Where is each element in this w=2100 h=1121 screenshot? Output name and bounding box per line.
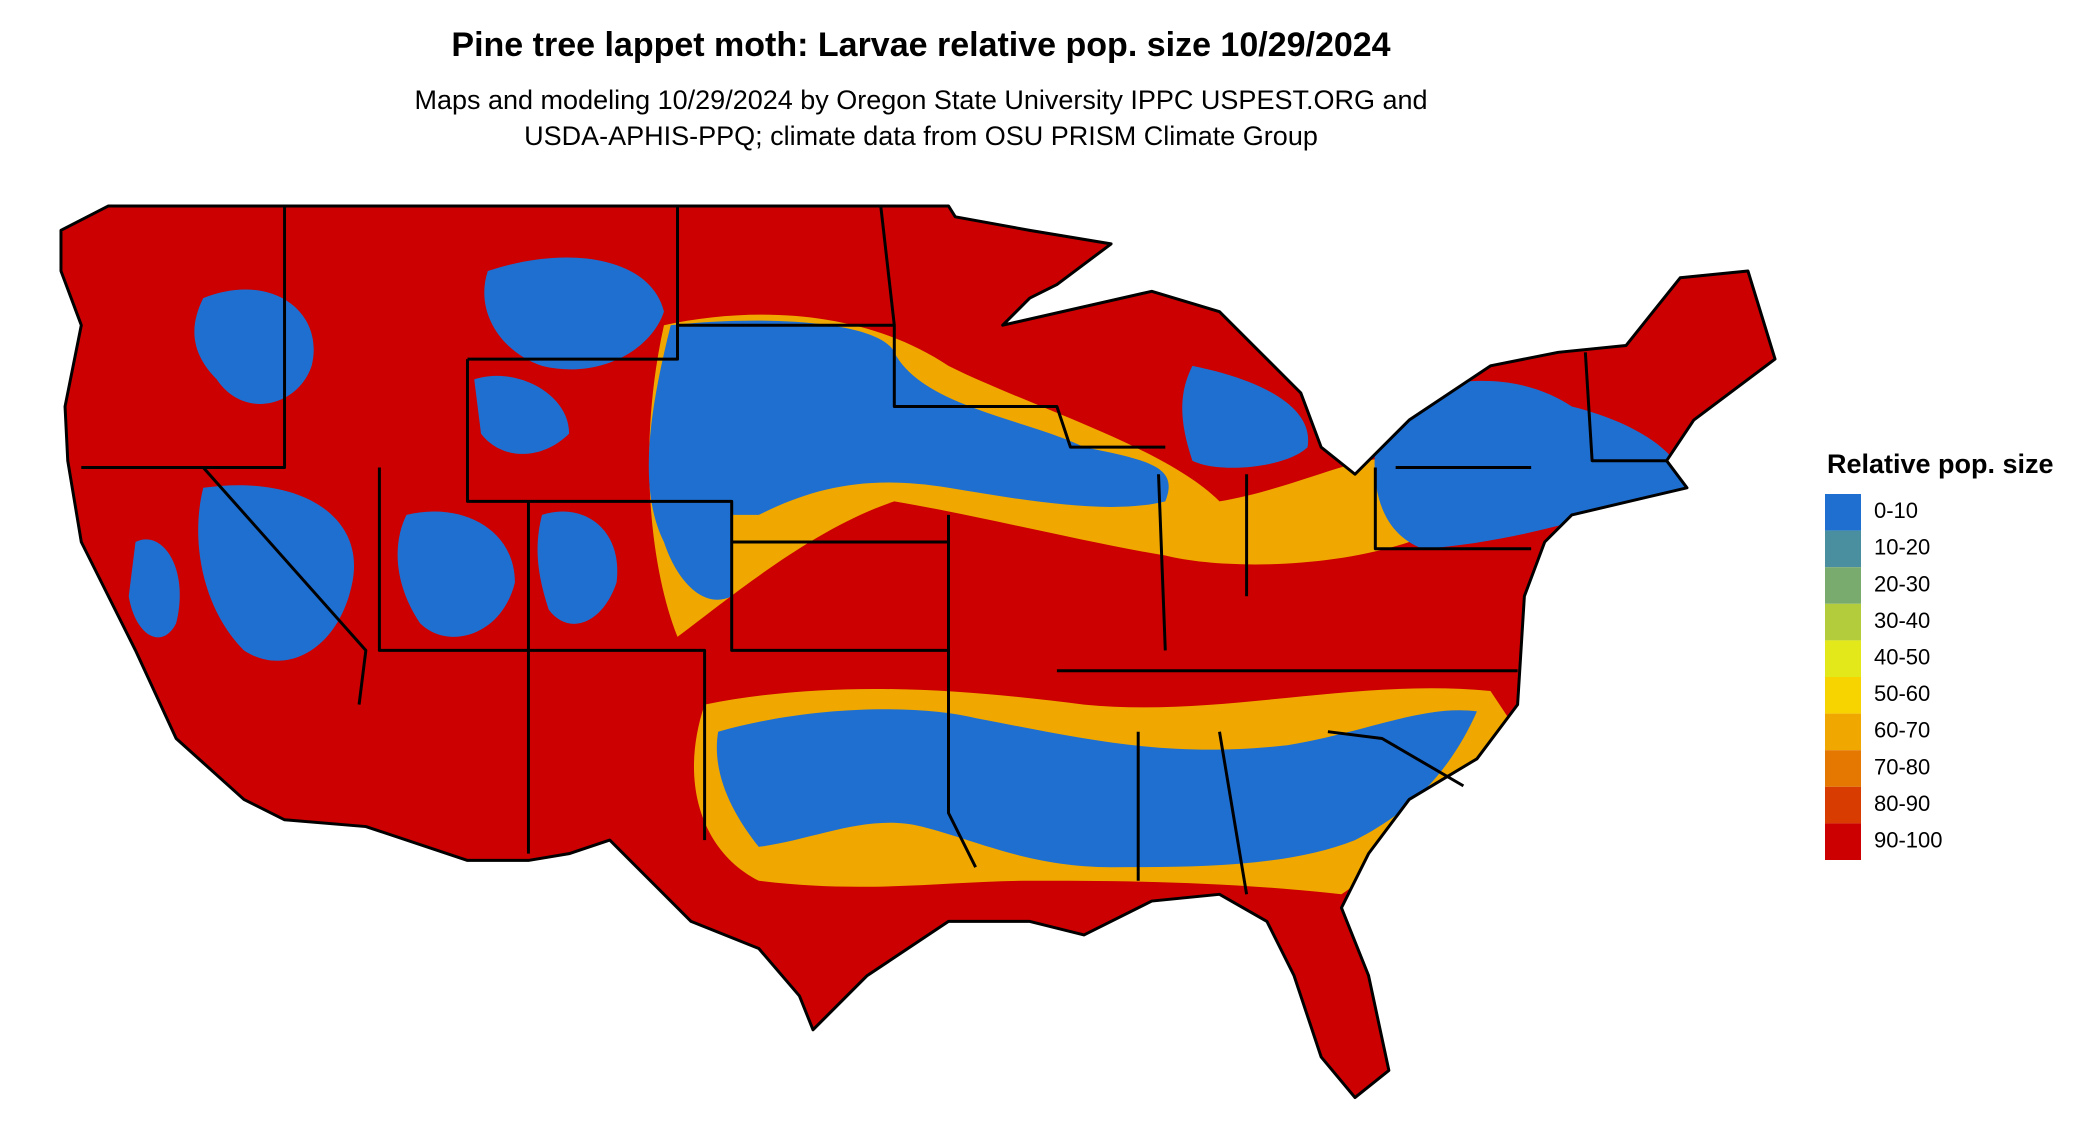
legend-swatch (1825, 823, 1861, 860)
legend-label: 60-70 (1874, 718, 1930, 743)
legend-label: 10-20 (1874, 535, 1930, 560)
legend-swatch (1825, 750, 1861, 787)
legend-swatch (1825, 494, 1861, 531)
subtitle: Maps and modeling 10/29/2024 by Oregon S… (414, 85, 1427, 115)
legend-swatch (1825, 603, 1861, 641)
legend-label: 30-40 (1874, 608, 1930, 633)
legend-label: 0-10 (1874, 498, 1918, 523)
legend-swatch (1825, 530, 1861, 568)
legend-swatch (1825, 786, 1861, 824)
legend-label: 40-50 (1874, 645, 1930, 670)
legend-label: 50-60 (1874, 681, 1930, 706)
legend-swatch (1825, 567, 1861, 604)
low-areas (128, 257, 1687, 868)
title: Pine tree lappet moth: Larvae relative p… (451, 26, 1390, 64)
legend-label: 20-30 (1874, 571, 1930, 596)
legend-label: 70-80 (1874, 754, 1930, 779)
state-borders (81, 205, 1667, 895)
legend: 0-10 10-20 20-30 30-40 40-50 50-60 60-70 70-80 8… (1825, 494, 1943, 860)
legend-swatch (1825, 640, 1861, 677)
subtitle: USDA-APHIS-PPQ; climate data from OSU PR… (524, 121, 1318, 151)
legend-label: 80-90 (1874, 791, 1930, 816)
legend-swatch (1825, 713, 1861, 751)
legend-title: Relative pop. size (1827, 449, 2054, 479)
legend-swatch (1825, 677, 1861, 714)
map (59, 204, 1777, 1100)
legend-label: 90-100 (1874, 828, 1943, 853)
